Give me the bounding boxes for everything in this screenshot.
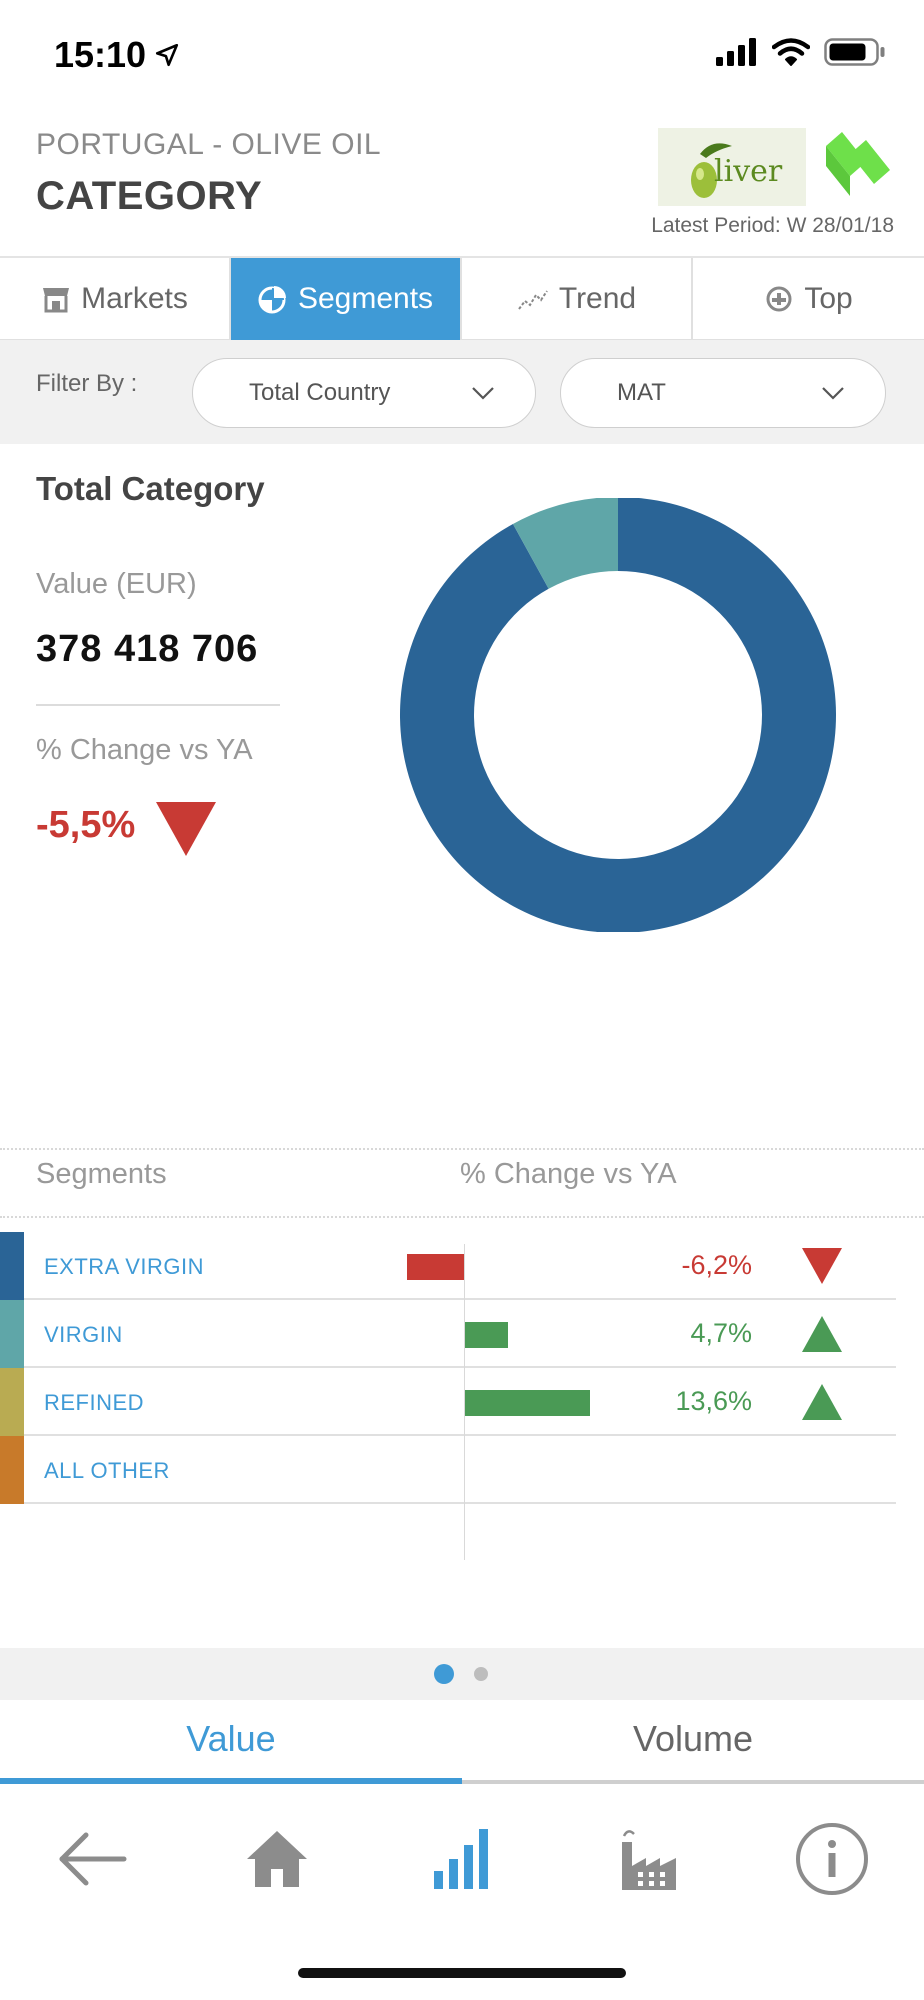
latest-period: Latest Period: W 28/01/18 xyxy=(651,214,894,237)
period-dropdown-value: MAT xyxy=(617,379,666,406)
logo-text: liver xyxy=(714,154,783,189)
factory-icon xyxy=(621,1830,676,1890)
pie-chart-icon xyxy=(258,286,286,314)
segments-column-header: Segments xyxy=(36,1158,167,1190)
bar-chart-icon xyxy=(433,1829,488,1889)
table-header-divider xyxy=(0,1216,924,1218)
segment-name: EXTRA VIRGIN xyxy=(44,1254,205,1279)
table-row[interactable]: REFINED 13,6% xyxy=(0,1368,896,1436)
signal-icon xyxy=(716,38,756,66)
zero-axis-line xyxy=(464,1244,465,1560)
nav-home[interactable] xyxy=(185,1784,370,1934)
segment-share-donut-chart xyxy=(400,498,837,932)
up-triangle-icon xyxy=(802,1316,842,1352)
tab-trend-label: Trend xyxy=(558,282,637,315)
down-triangle-icon xyxy=(802,1248,842,1284)
segment-color-swatch xyxy=(0,1232,24,1300)
olive-icon xyxy=(691,143,732,198)
status-bar: 15:10 xyxy=(0,0,924,110)
home-indicator xyxy=(298,1968,626,1978)
country-label: PORTUGAL - OLIVE OIL xyxy=(36,128,382,161)
back-arrow-icon xyxy=(59,1832,127,1886)
battery-icon xyxy=(824,38,885,66)
app-header: PORTUGAL - OLIVE OIL CATEGORY liver Late… xyxy=(0,110,924,258)
volume-toggle-indicator xyxy=(462,1780,924,1784)
nav-info[interactable] xyxy=(739,1784,924,1934)
brand-logo-icon xyxy=(826,132,890,196)
pager-strip xyxy=(0,1648,924,1700)
top-icon xyxy=(766,286,792,312)
change-bar xyxy=(465,1390,591,1416)
page-title: CATEGORY xyxy=(36,174,263,218)
section-tabs: Markets Segments Trend Top xyxy=(0,258,924,340)
tab-segments-label: Segments xyxy=(297,282,434,315)
segment-color-swatch xyxy=(0,1436,24,1504)
total-category-title: Total Category xyxy=(36,470,265,507)
chevron-down-icon xyxy=(822,387,844,400)
geography-dropdown-value: Total Country xyxy=(249,379,391,406)
nav-analytics[interactable] xyxy=(370,1784,555,1934)
donut-slice-extra-virgin[interactable] xyxy=(400,498,837,932)
page-dot[interactable] xyxy=(474,1667,488,1681)
segment-name: VIRGIN xyxy=(44,1322,123,1347)
status-time: 15:10 xyxy=(54,34,180,76)
row-divider xyxy=(24,1298,896,1300)
row-divider xyxy=(24,1434,896,1436)
store-icon xyxy=(43,288,70,313)
segment-color-swatch xyxy=(0,1368,24,1436)
tab-markets[interactable]: Markets xyxy=(0,258,231,340)
page-dot-active[interactable] xyxy=(434,1664,454,1684)
summary-divider xyxy=(36,704,280,706)
nav-back[interactable] xyxy=(0,1784,185,1934)
change-bar xyxy=(465,1322,509,1348)
period-dropdown[interactable]: MAT xyxy=(560,358,886,428)
tab-trend[interactable]: Trend xyxy=(462,258,693,340)
measure-toggle: Value Volume xyxy=(0,1700,924,1784)
tab-segments[interactable]: Segments xyxy=(231,258,462,340)
change-label: % Change vs YA xyxy=(36,734,253,766)
value-toggle-indicator xyxy=(0,1778,462,1784)
row-divider xyxy=(24,1502,896,1504)
table-row[interactable]: ALL OTHER xyxy=(0,1436,896,1504)
total-change-value: -5,5% xyxy=(36,804,136,846)
chevron-down-icon xyxy=(472,387,494,400)
segment-change-value: -6,2% xyxy=(681,1250,752,1280)
home-icon xyxy=(247,1831,308,1887)
total-value: 378 418 706 xyxy=(36,628,259,670)
status-icons xyxy=(716,38,886,66)
tab-top-label: Top xyxy=(804,282,853,315)
bottom-navigation xyxy=(0,1784,924,1934)
geography-dropdown[interactable]: Total Country xyxy=(192,358,536,428)
table-row[interactable]: EXTRA VIRGIN -6,2% xyxy=(0,1232,896,1300)
table-top-divider xyxy=(0,1148,924,1150)
nav-manufacturers[interactable] xyxy=(554,1784,739,1934)
status-time-text: 15:10 xyxy=(54,34,147,75)
oliver-logo: liver xyxy=(658,128,806,206)
filter-label: Filter By : xyxy=(36,370,138,397)
up-triangle-icon xyxy=(802,1384,842,1420)
row-divider xyxy=(24,1366,896,1368)
donut-slice-virgin[interactable] xyxy=(512,498,618,589)
segment-change-value: 13,6% xyxy=(675,1386,752,1416)
segment-name: ALL OTHER xyxy=(44,1458,170,1483)
info-icon xyxy=(795,1823,868,1895)
tab-top[interactable]: Top xyxy=(693,258,924,340)
trend-icon xyxy=(518,290,548,310)
wifi-icon xyxy=(772,38,810,66)
filter-bar: Filter By : Total Country MAT xyxy=(0,340,924,444)
down-triangle-icon xyxy=(156,802,216,856)
segment-change-value: 4,7% xyxy=(690,1318,752,1348)
change-column-header: % Change vs YA xyxy=(460,1158,677,1190)
volume-toggle[interactable]: Volume xyxy=(632,1718,754,1759)
value-label: Value (EUR) xyxy=(36,568,197,600)
tab-markets-label: Markets xyxy=(81,282,188,315)
value-toggle[interactable]: Value xyxy=(186,1718,276,1759)
change-bar xyxy=(406,1254,464,1280)
table-row[interactable]: VIRGIN 4,7% xyxy=(0,1300,896,1368)
segment-name: REFINED xyxy=(44,1390,145,1415)
location-arrow-icon xyxy=(156,43,179,67)
segment-color-swatch xyxy=(0,1300,24,1368)
